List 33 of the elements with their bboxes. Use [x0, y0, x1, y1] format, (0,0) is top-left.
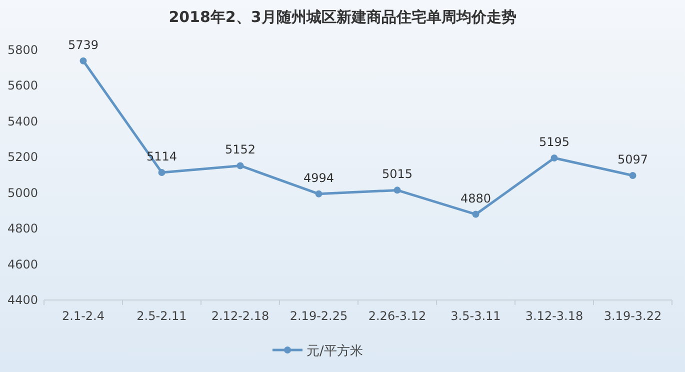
x-tick-label: 2.26-3.12: [368, 309, 426, 323]
data-label: 5015: [382, 167, 413, 182]
y-tick-label: 5600: [7, 78, 38, 93]
x-tick-label: 3.19-3.22: [604, 309, 662, 323]
data-label: 5739: [68, 38, 99, 52]
y-tick-label: 5200: [7, 150, 38, 164]
point: [315, 190, 322, 198]
point: [629, 172, 636, 180]
legend-label: 元/平方米: [306, 343, 363, 359]
x-tick-label: 3.12-3.18: [525, 309, 584, 323]
data-label: 4994: [303, 170, 334, 185]
x-tick-label: 2.5-2.11: [136, 309, 187, 323]
y-tick-label: 5800: [7, 43, 38, 57]
point: [472, 210, 480, 218]
chart-title: 2018年2、3月随州城区新建商品住宅单周均价走势: [168, 8, 516, 26]
point: [394, 186, 401, 194]
data-label: 4880: [460, 191, 492, 206]
data-label: 5195: [538, 135, 570, 150]
point: [236, 162, 244, 170]
data-label: 5097: [617, 152, 648, 167]
data-label: 5152: [224, 142, 256, 157]
y-tick-label: 4400: [7, 293, 38, 307]
x-tick-label: 2.1-2.4: [62, 309, 104, 323]
x-tick-label: 2.12-2.18: [211, 309, 270, 323]
x-tick-label: 3.5-3.11: [450, 309, 501, 323]
y-tick-label: 4600: [7, 257, 38, 272]
point: [80, 57, 87, 64]
y-tick-label: 5000: [7, 186, 38, 200]
x-tick-label: 2.19-2.25: [290, 309, 348, 323]
y-tick-label: 4800: [7, 222, 38, 236]
y-tick-label: 5400: [7, 114, 38, 128]
point: [158, 169, 166, 176]
point: [550, 154, 558, 162]
